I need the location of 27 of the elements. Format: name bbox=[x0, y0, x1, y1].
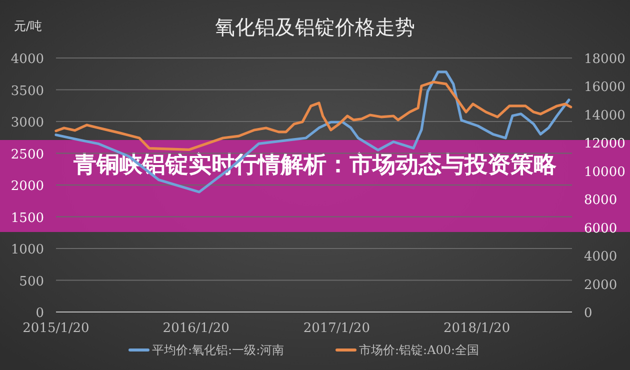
y-tick-label: 2500 bbox=[10, 147, 44, 162]
y-tick-label: 3000 bbox=[10, 116, 44, 130]
y2-tick-label: 12000 bbox=[584, 136, 626, 152]
y2-tick-label: 2000 bbox=[584, 278, 618, 293]
y2-tick-label: 0 bbox=[584, 306, 592, 321]
y2-tick-label: 8000 bbox=[584, 193, 618, 208]
y2-tick-label: 6000 bbox=[584, 221, 618, 236]
y-tick-label: 4000 bbox=[10, 52, 44, 67]
y-axis-title: 元/吨 bbox=[14, 19, 42, 33]
y2-tick-label: 16000 bbox=[584, 80, 626, 96]
y-tick-label: 500 bbox=[19, 274, 44, 290]
x-tick-label: 2015/1/20 bbox=[22, 321, 90, 336]
y-tick-label: 3500 bbox=[10, 84, 44, 99]
y-tick-label: 2000 bbox=[10, 179, 44, 194]
y2-tick-label: 4000 bbox=[584, 250, 618, 265]
x-tick-label: 2018/1/20 bbox=[443, 321, 510, 336]
x-tick-label: 2016/1/20 bbox=[162, 321, 230, 336]
y2-tick-label: 14000 bbox=[584, 108, 626, 124]
y-tick-label: 0 bbox=[36, 306, 44, 321]
x-tick-label: 2017/1/20 bbox=[303, 321, 370, 336]
y2-tick-label: 18000 bbox=[584, 52, 626, 67]
legend-label: 市场价:铝锭:A00:全国 bbox=[359, 343, 480, 357]
chart-title: 氧化铝及铝锭价格走势 bbox=[215, 15, 415, 39]
y-tick-label: 1500 bbox=[10, 210, 44, 226]
legend-label: 平均价:氧化铝:一级:河南 bbox=[152, 343, 284, 357]
y2-tick-label: 10000 bbox=[584, 164, 626, 180]
y-tick-label: 1000 bbox=[10, 242, 44, 258]
